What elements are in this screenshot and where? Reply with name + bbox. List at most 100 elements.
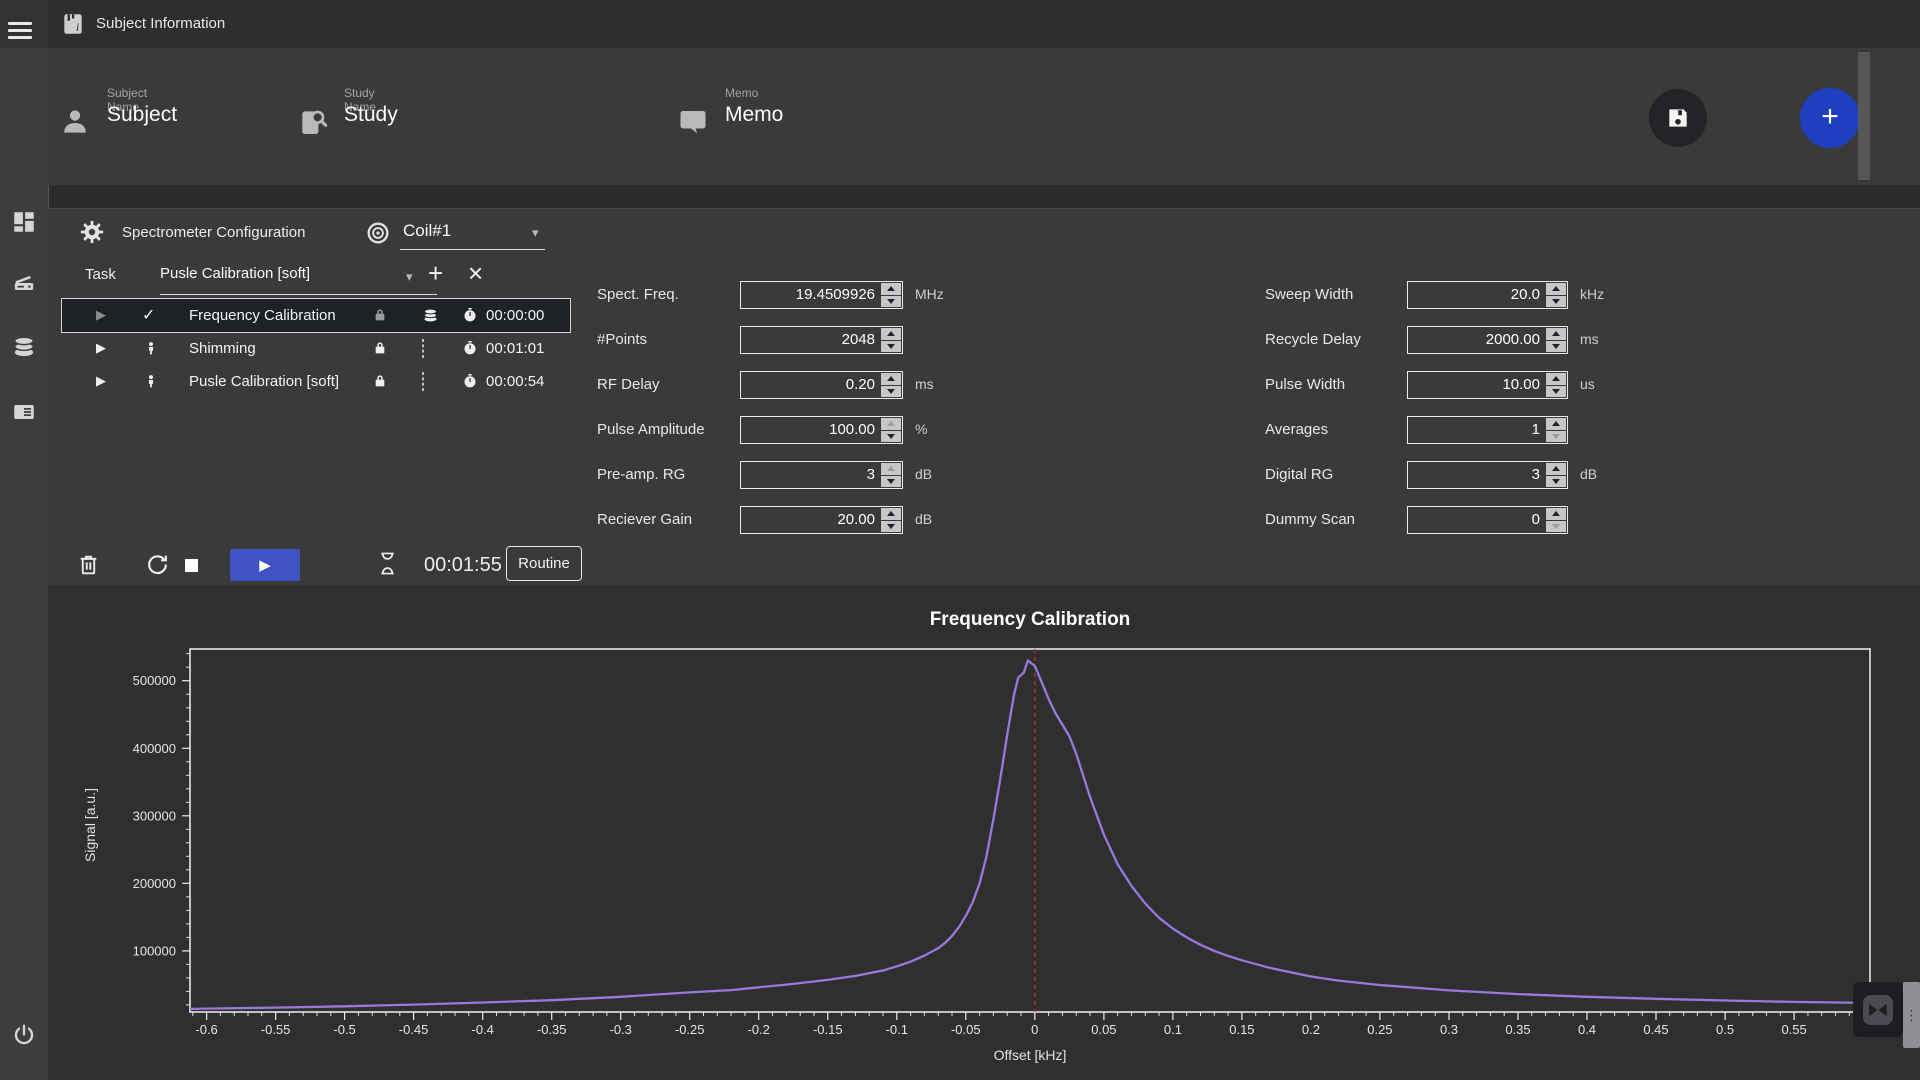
database-icon[interactable] <box>11 334 37 360</box>
task-name: Shimming <box>189 340 256 357</box>
add-task-button[interactable]: + <box>428 258 444 288</box>
spectrometer-configuration-panel: Spectrometer Configuration Coil#1 ▾ Task… <box>48 208 1920 586</box>
param-unit: dB <box>1580 466 1598 482</box>
pulse-amplitude-input[interactable]: 100.00 <box>740 416 903 444</box>
dashboard-icon[interactable] <box>11 209 37 235</box>
task-select[interactable]: Pusle Calibration [soft] <box>160 265 311 282</box>
run-task-icon[interactable]: ▶ <box>96 340 106 355</box>
routine-button[interactable]: Routine <box>506 546 582 581</box>
plus-icon: + <box>1821 99 1839 133</box>
task-caret-icon[interactable]: ▾ <box>406 269 413 284</box>
spin-down-button[interactable] <box>881 475 901 487</box>
spin-down-button[interactable] <box>881 430 901 442</box>
receiver-gain-input[interactable]: 20.00 <box>740 506 903 534</box>
param-unit: kHz <box>1580 286 1605 302</box>
svg-text:-0.35: -0.35 <box>537 1022 567 1037</box>
add-button[interactable]: + <box>1800 88 1860 148</box>
points-input[interactable]: 2048 <box>740 326 903 354</box>
spin-down-button[interactable] <box>881 295 901 307</box>
dummy-scan-input[interactable]: 0 <box>1407 506 1568 534</box>
task-row-frequency-calibration[interactable]: ▶ ✓ Frequency Calibration <box>61 298 571 333</box>
trash-icon[interactable] <box>76 552 101 577</box>
lock-icon <box>372 307 388 323</box>
config-section-title: Spectrometer Configuration <box>122 224 306 241</box>
spin-up-button[interactable] <box>881 508 901 520</box>
preamp-rg-input[interactable]: 3 <box>740 461 903 489</box>
spin-down-button[interactable] <box>1546 340 1566 352</box>
spin-down-button[interactable] <box>1546 385 1566 397</box>
spin-up-button[interactable] <box>881 373 901 385</box>
param-label: #Points <box>597 331 648 348</box>
param-value: 20.0 <box>1510 286 1540 303</box>
param-value: 2000.00 <box>1485 331 1540 348</box>
subject-name-value[interactable]: Subject <box>107 103 178 126</box>
svg-text:0: 0 <box>1031 1022 1038 1037</box>
rf-delay-input[interactable]: 0.20 <box>740 371 903 399</box>
svg-text:-0.25: -0.25 <box>675 1022 705 1037</box>
run-task-icon[interactable]: ▶ <box>96 307 106 322</box>
scanner-icon[interactable] <box>11 270 37 296</box>
averages-input[interactable]: 1 <box>1407 416 1568 444</box>
param-recycle-delay: Recycle Delay 2000.00 ms <box>1265 326 1610 354</box>
spin-down-button[interactable] <box>1546 475 1566 487</box>
run-task-icon[interactable]: ▶ <box>96 373 106 388</box>
param-sweep-width: Sweep Width 20.0 kHz <box>1265 281 1610 309</box>
digital-rg-input[interactable]: 3 <box>1407 461 1568 489</box>
coil-caret-icon[interactable]: ▾ <box>532 225 539 240</box>
floppy-disk-icon <box>1665 105 1691 131</box>
param-pulse-width: Pulse Width 10.00 us <box>1265 371 1610 399</box>
study-name-value[interactable]: Study <box>344 103 398 126</box>
spin-down-button[interactable] <box>881 385 901 397</box>
svg-text:-0.55: -0.55 <box>261 1022 291 1037</box>
spin-up-button[interactable] <box>881 283 901 295</box>
spin-down-button[interactable] <box>881 520 901 532</box>
spin-up-button[interactable] <box>1546 283 1566 295</box>
recycle-delay-input[interactable]: 2000.00 <box>1407 326 1568 354</box>
stop-button[interactable] <box>185 559 198 572</box>
spect-freq-input[interactable]: 19.4509926 <box>740 281 903 309</box>
task-row-shimming[interactable]: ▶ Shimming 00:01:01 <box>62 332 570 365</box>
spin-down-button[interactable] <box>1546 520 1566 532</box>
param-label: Reciever Gain <box>597 511 693 528</box>
play-button[interactable]: ▶ <box>230 549 300 581</box>
spin-up-button[interactable] <box>881 418 901 430</box>
spin-down-button[interactable] <box>1546 295 1566 307</box>
save-button[interactable] <box>1649 89 1707 147</box>
spin-up-button[interactable] <box>881 328 901 340</box>
check-icon: ✓ <box>142 307 156 324</box>
remove-task-button[interactable]: × <box>468 258 484 288</box>
refresh-icon[interactable] <box>145 552 170 577</box>
param-dummy-scan: Dummy Scan 0 <box>1265 506 1610 534</box>
menu-icon[interactable] <box>8 22 32 39</box>
spin-down-button[interactable] <box>881 340 901 352</box>
chart-toolbar-button[interactable] <box>1853 982 1903 1037</box>
svg-text:0.05: 0.05 <box>1091 1022 1116 1037</box>
scrollbar-thumb[interactable] <box>1858 52 1870 180</box>
spin-up-button[interactable] <box>881 463 901 475</box>
param-label: Sweep Width <box>1265 286 1354 303</box>
param-label: Pulse Width <box>1265 376 1346 393</box>
person-icon <box>60 106 90 136</box>
task-row-pulse-calibration[interactable]: ▶ Pusle Calibration [soft] 00:00:54 <box>62 365 570 398</box>
spin-up-button[interactable] <box>1546 328 1566 340</box>
svg-text:-0.15: -0.15 <box>813 1022 843 1037</box>
sweep-width-input[interactable]: 20.0 <box>1407 281 1568 309</box>
page-title: Subject Information <box>96 15 226 32</box>
param-unit: dB <box>915 466 933 482</box>
task-name: Frequency Calibration <box>189 307 336 324</box>
spin-up-button[interactable] <box>1546 508 1566 520</box>
memo-caption: Memo <box>725 86 759 100</box>
spin-up-button[interactable] <box>1546 373 1566 385</box>
chart-menu-dots-icon[interactable]: ⋮ <box>1903 982 1920 1048</box>
memo-value[interactable]: Memo <box>725 103 784 126</box>
card-list-icon[interactable] <box>11 399 37 425</box>
pulse-width-input[interactable]: 10.00 <box>1407 371 1568 399</box>
spin-up-button[interactable] <box>1546 463 1566 475</box>
param-unit: ms <box>915 376 934 392</box>
spin-down-button[interactable] <box>1546 430 1566 442</box>
spin-up-button[interactable] <box>1546 418 1566 430</box>
svg-text:300000: 300000 <box>133 808 176 823</box>
frequency-calibration-chart-panel: Frequency Calibration Signal [a.u.] Offs… <box>48 585 1920 1080</box>
power-icon[interactable] <box>11 1022 37 1048</box>
coil-select[interactable]: Coil#1 <box>403 221 452 240</box>
